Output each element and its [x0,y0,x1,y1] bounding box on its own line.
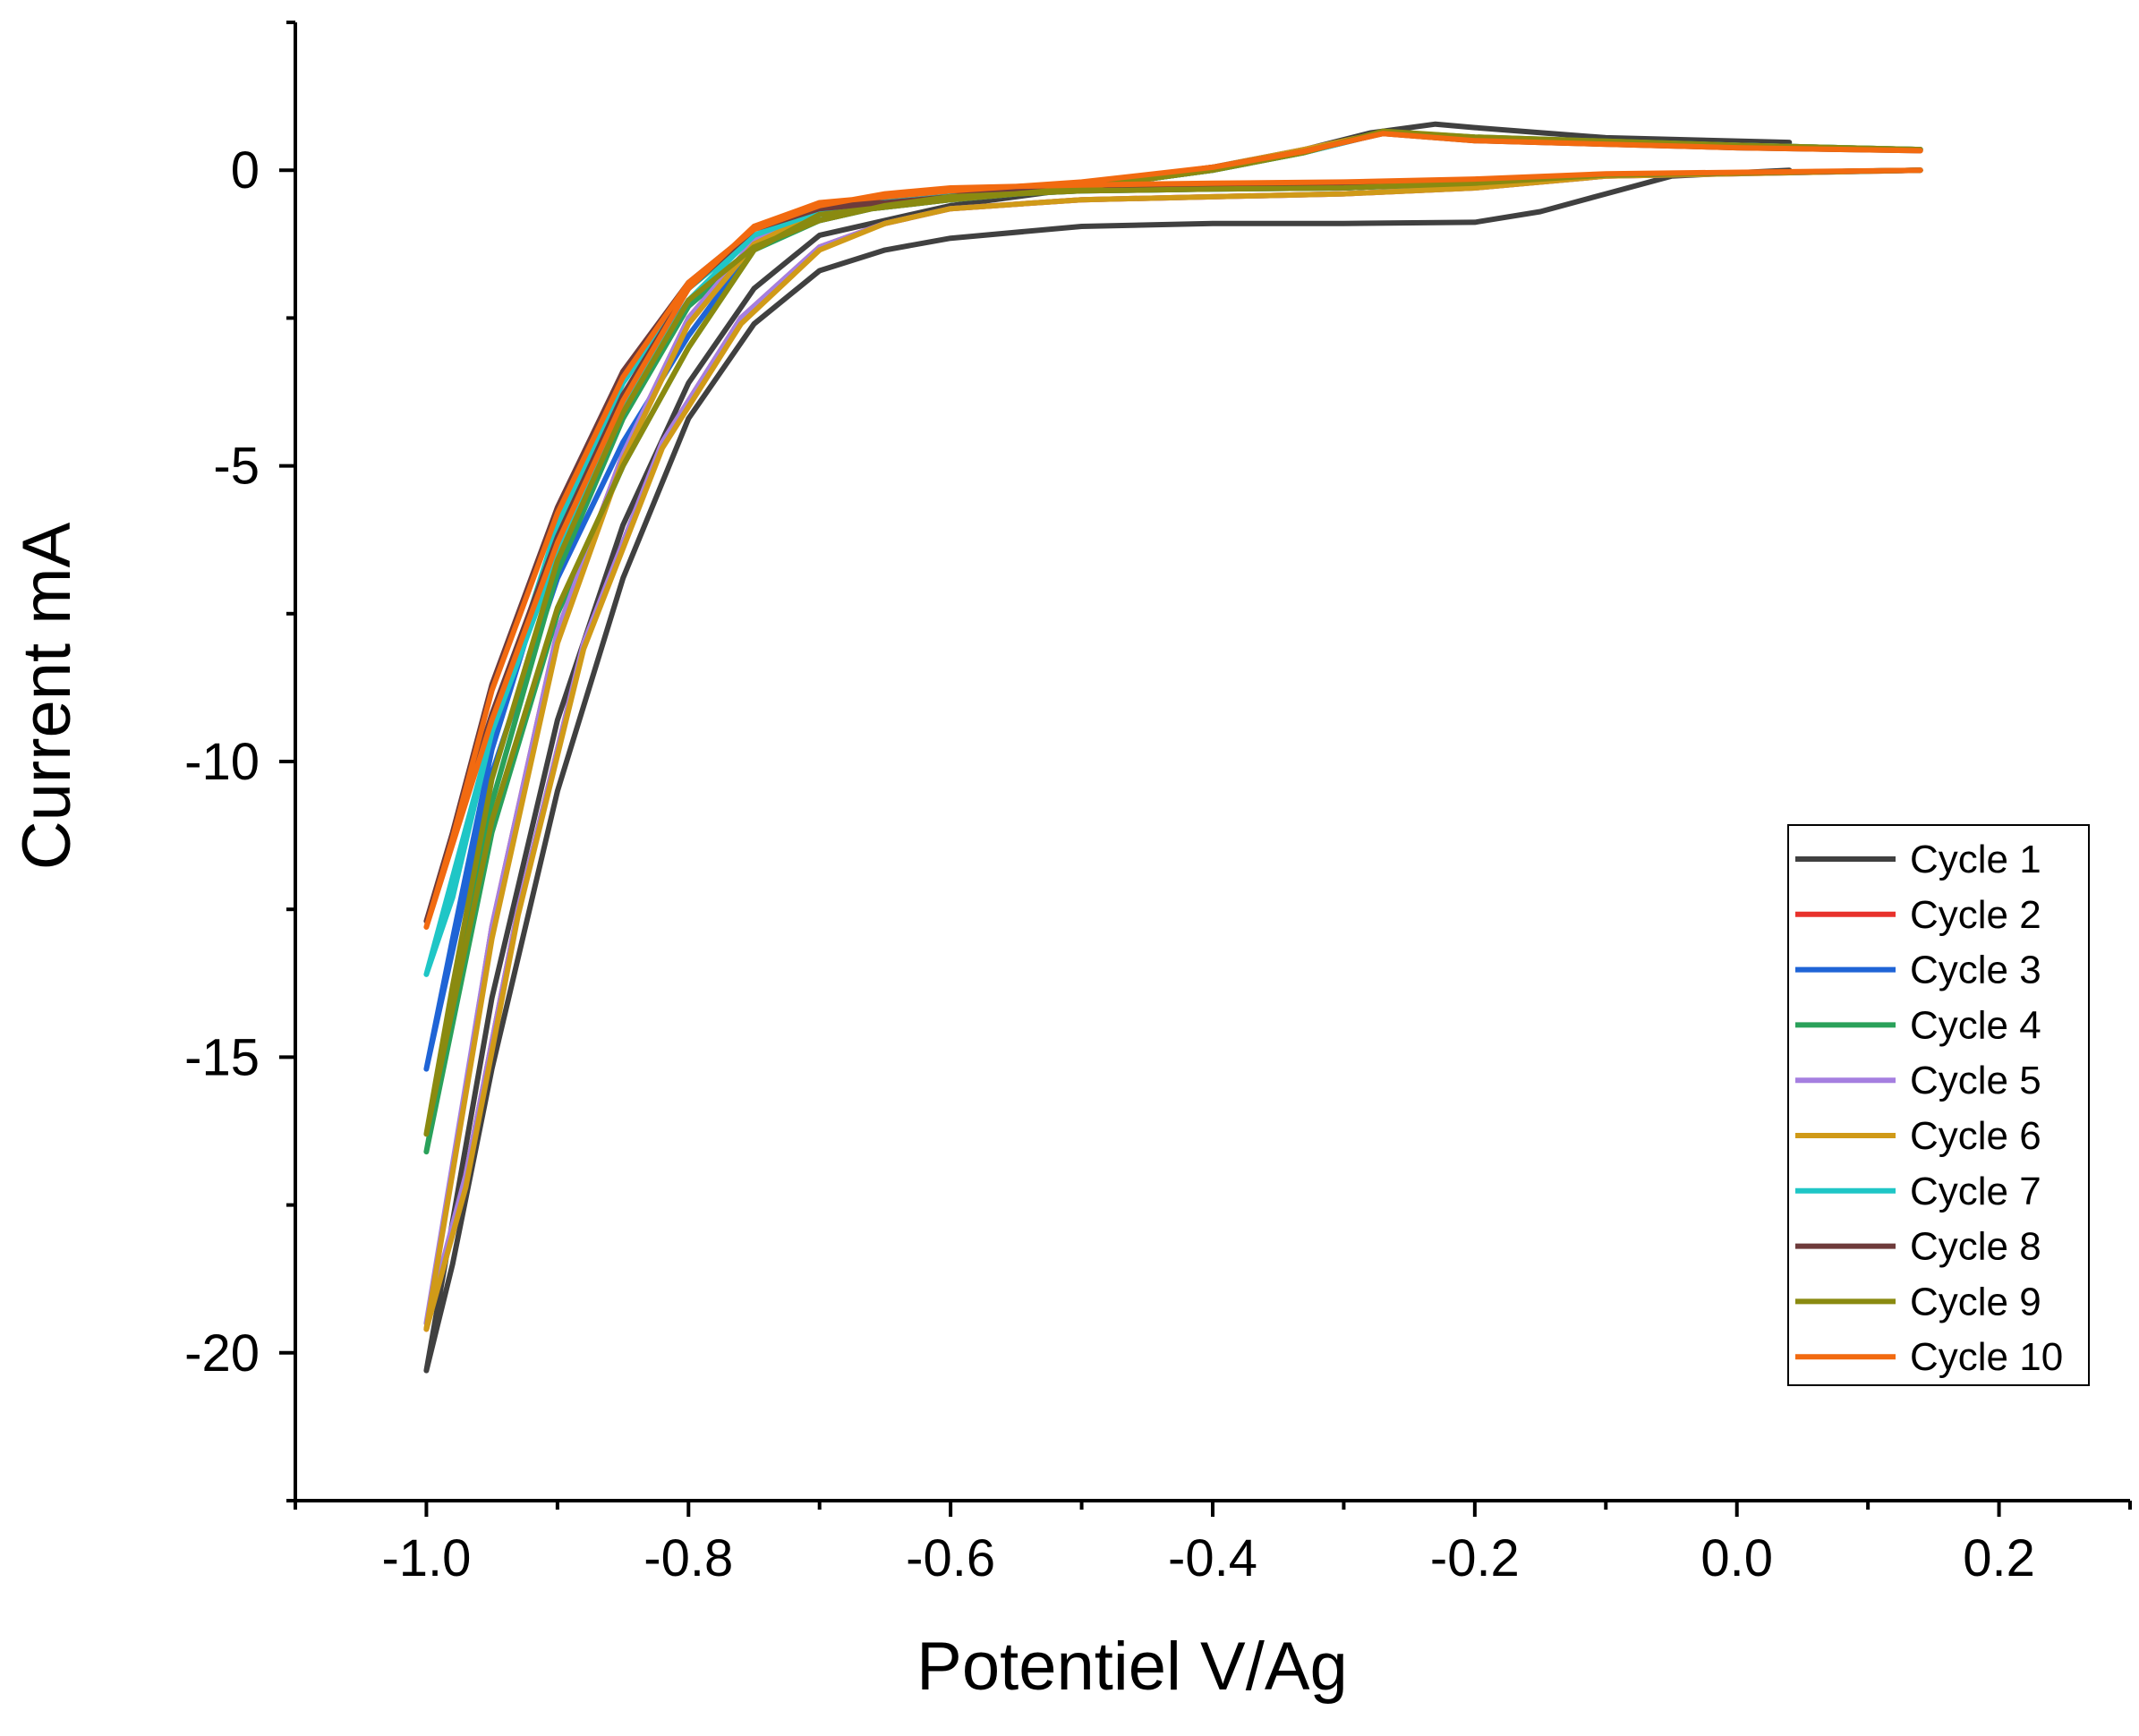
series-line-cycle-8 [423,131,1923,924]
legend-label: Cycle 9 [1910,1280,2041,1323]
x-tick-label: 0.2 [1963,1529,2035,1587]
y-tick-label: -20 [184,1324,260,1383]
legend-label: Cycle 3 [1910,949,2041,992]
legend: Cycle 1 Cycle 2 Cycle 3 Cycle 4 Cycle 5 Cycle… [1787,824,2090,1386]
x-tick-label: -0.6 [906,1529,995,1587]
series-line-cycle-2 [423,130,1923,1332]
legend-box [1787,824,2090,1386]
series-line-cycle-10 [423,131,1923,930]
x-tick-label: -0.8 [643,1529,733,1587]
legend-label: Cycle 8 [1910,1225,2041,1269]
series-line-cycle-1 [423,121,1793,1374]
series-line-cycle-6 [423,129,1923,1332]
series-line-cycle-5 [423,130,1923,1326]
legend-label: Cycle 2 [1910,893,2041,937]
series-line-cycle-3 [423,130,1923,1072]
legend-label: Cycle 5 [1910,1059,2041,1102]
series-line-cycle-7 [423,130,1923,977]
series-line-cycle-9 [423,128,1923,1137]
x-tick-label: -0.2 [1430,1529,1520,1587]
x-axis-title: Potentiel V/Ag [916,1629,1348,1705]
y-tick-label: -15 [184,1028,260,1086]
series-layer [423,121,1923,1374]
y-tick-label: 0 [231,141,260,200]
y-tick-label: -10 [184,733,260,791]
legend-label: Cycle 6 [1910,1114,2041,1158]
legend-label: Cycle 10 [1910,1335,2063,1379]
series-line-cycle-4 [423,129,1923,1155]
y-axis-title: Current mA [9,522,85,870]
x-tick-label: -1.0 [381,1529,471,1587]
legend-label: Cycle 7 [1910,1170,2041,1213]
legend-label: Cycle 1 [1910,838,2041,881]
ticks: -1.0 -0.8 -0.6 -0.4 -0.2 0.0 0.2 0 -5 -10 -15 -20 [184,21,2132,1587]
x-tick-label: 0.0 [1700,1529,1773,1587]
legend-label: Cycle 4 [1910,1003,2041,1047]
x-tick-label: -0.4 [1168,1529,1257,1587]
y-tick-label: -5 [213,438,260,496]
